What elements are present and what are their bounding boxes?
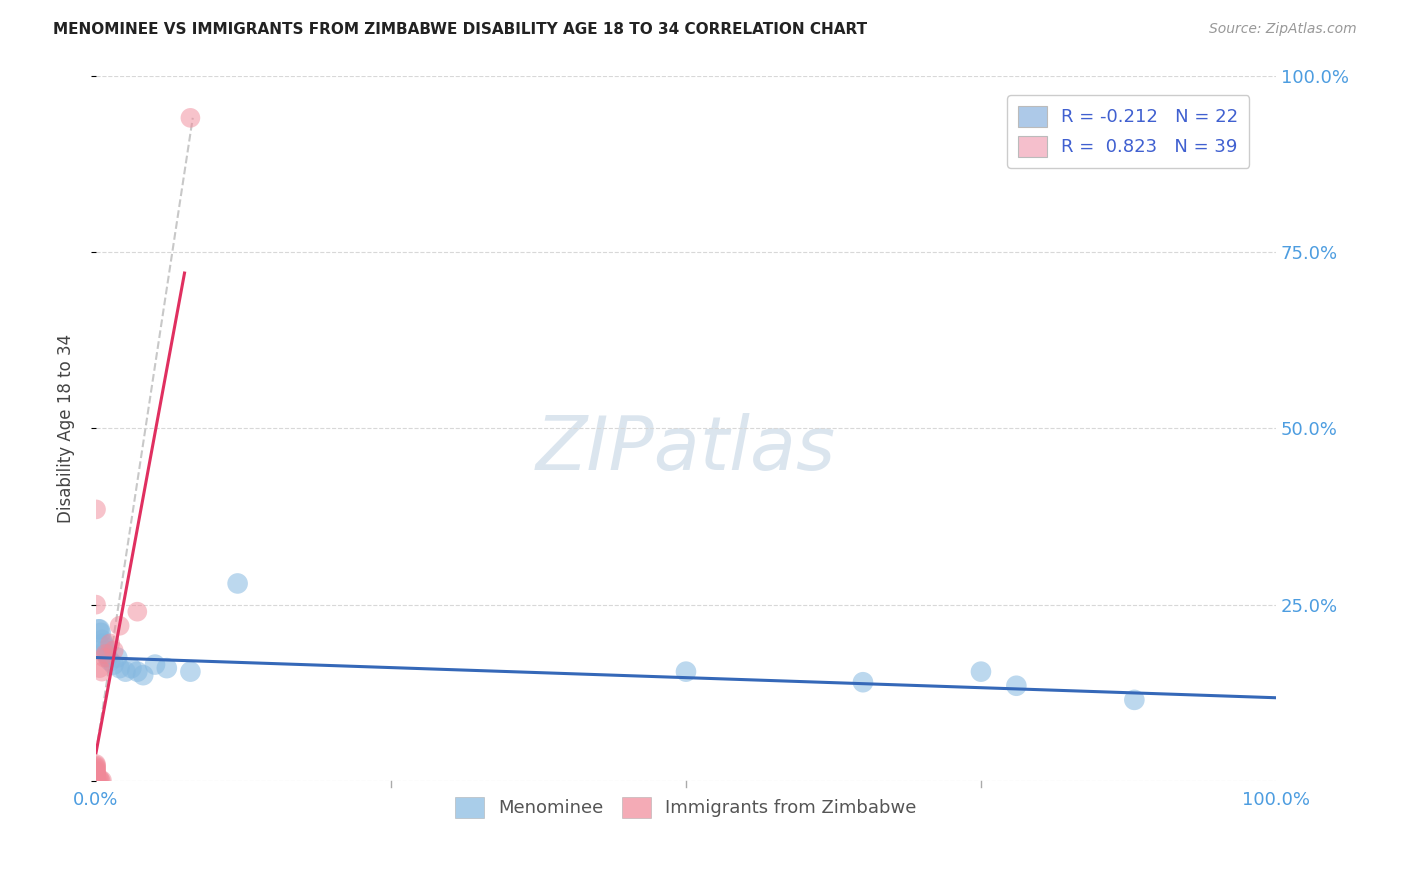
Point — [852, 675, 875, 690]
Point — [90, 773, 112, 788]
Point — [98, 636, 121, 650]
Point — [105, 650, 128, 665]
Point — [98, 654, 121, 668]
Point — [84, 760, 107, 774]
Y-axis label: Disability Age 18 to 34: Disability Age 18 to 34 — [58, 334, 75, 523]
Point — [89, 623, 111, 637]
Point — [84, 598, 107, 612]
Point — [84, 767, 107, 781]
Point — [84, 764, 107, 778]
Point — [90, 625, 112, 640]
Point — [84, 761, 107, 775]
Point — [1005, 679, 1028, 693]
Point — [97, 650, 120, 665]
Legend: Menominee, Immigrants from Zimbabwe: Menominee, Immigrants from Zimbabwe — [449, 789, 924, 825]
Point — [94, 647, 117, 661]
Point — [84, 771, 107, 785]
Point — [970, 665, 993, 679]
Point — [93, 650, 115, 665]
Point — [90, 774, 112, 789]
Point — [1123, 693, 1146, 707]
Point — [93, 640, 115, 654]
Point — [108, 661, 131, 675]
Point — [89, 661, 111, 675]
Point — [89, 772, 111, 786]
Point — [84, 774, 107, 789]
Point — [96, 647, 118, 661]
Point — [143, 657, 166, 672]
Point — [132, 668, 155, 682]
Point — [675, 665, 697, 679]
Point — [87, 623, 110, 637]
Point — [84, 763, 107, 777]
Point — [127, 605, 149, 619]
Point — [179, 111, 201, 125]
Point — [86, 773, 108, 788]
Point — [87, 772, 110, 787]
Point — [120, 661, 142, 675]
Point — [127, 665, 149, 679]
Point — [84, 765, 107, 780]
Text: ZIPatlas: ZIPatlas — [536, 413, 837, 485]
Point — [84, 772, 107, 787]
Point — [90, 632, 112, 647]
Point — [114, 665, 136, 679]
Point — [226, 576, 249, 591]
Point — [84, 758, 107, 772]
Point — [84, 768, 107, 782]
Point — [84, 770, 107, 784]
Text: MENOMINEE VS IMMIGRANTS FROM ZIMBABWE DISABILITY AGE 18 TO 34 CORRELATION CHART: MENOMINEE VS IMMIGRANTS FROM ZIMBABWE DI… — [53, 22, 868, 37]
Point — [84, 757, 107, 772]
Point — [179, 665, 201, 679]
Point — [103, 657, 125, 672]
Point — [156, 661, 179, 675]
Point — [94, 643, 117, 657]
Text: Source: ZipAtlas.com: Source: ZipAtlas.com — [1209, 22, 1357, 37]
Point — [90, 665, 112, 679]
Point — [108, 619, 131, 633]
Point — [84, 502, 107, 516]
Point — [91, 636, 114, 650]
Point — [103, 643, 125, 657]
